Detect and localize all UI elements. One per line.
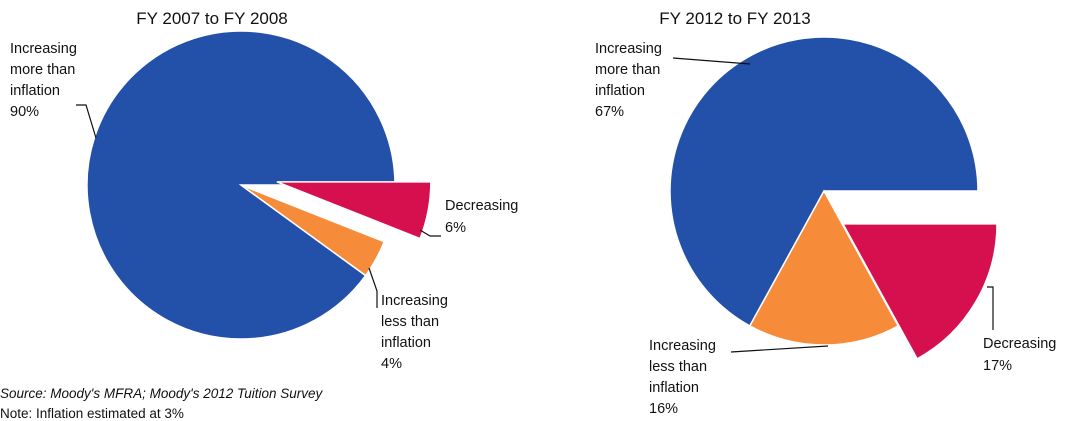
callout-line: Decreasing: [983, 336, 1056, 352]
leader-line: [368, 267, 378, 308]
callout-line: inflation: [10, 83, 60, 99]
callout-value: 6%: [445, 220, 466, 236]
callout-increasing-less: Increasing less than inflation 4%: [368, 267, 448, 372]
callout-line: inflation: [381, 335, 431, 351]
chart-title: FY 2007 to FY 2008: [136, 9, 288, 28]
leader-line: [419, 229, 441, 237]
callout-value: 90%: [10, 104, 39, 120]
callout-line: Increasing: [10, 41, 77, 57]
callout-increasing-more: Increasing more than inflation 90%: [10, 41, 97, 139]
callout-value: 17%: [983, 358, 1012, 374]
pie-chart-fy2012-fy2013: FY 2012 to FY 2013 Increasing more than …: [595, 9, 1056, 417]
slice-decreasing: [841, 223, 998, 360]
callout-decreasing: Decreasing 6%: [419, 198, 518, 237]
slice-decreasing: [276, 181, 432, 240]
callout-value: 16%: [649, 401, 678, 417]
callout-line: Increasing: [381, 293, 448, 309]
callout-line: Decreasing: [445, 198, 518, 214]
leader-line: [730, 345, 829, 353]
callout-increasing-less: Increasing less than inflation 16%: [649, 338, 829, 417]
callout-line: less than: [381, 314, 439, 330]
leader-line: [672, 57, 751, 65]
callout-line: less than: [649, 359, 707, 375]
source-note: Source: Moody's MFRA; Moody's 2012 Tuiti…: [0, 386, 323, 401]
callout-line: more than: [10, 62, 75, 78]
callout-value: 67%: [595, 104, 624, 120]
callout-line: Increasing: [595, 41, 662, 57]
callout-line: inflation: [649, 380, 699, 396]
callout-decreasing: Decreasing 17%: [983, 286, 1056, 374]
chart-title: FY 2012 to FY 2013: [659, 9, 811, 28]
slice-increasing-less-than-inflation: [240, 184, 386, 277]
pie-slices: [669, 36, 998, 360]
callout-value: 4%: [381, 356, 402, 372]
inflation-note: Note: Inflation estimated at 3%: [0, 406, 184, 421]
leader-line: [987, 286, 994, 330]
pie-slices: [86, 30, 432, 340]
slice-increasing-more-than-inflation: [669, 36, 979, 327]
leader-line: [76, 104, 97, 139]
slice-increasing-less-than-inflation: [748, 189, 900, 346]
pie-chart-fy2007-fy2008: FY 2007 to FY 2008 Increasing more than …: [10, 9, 518, 372]
callout-line: more than: [595, 62, 660, 78]
callout-line: Increasing: [649, 338, 716, 354]
callout-increasing-more: Increasing more than inflation 67%: [595, 41, 751, 120]
callout-line: inflation: [595, 83, 645, 99]
